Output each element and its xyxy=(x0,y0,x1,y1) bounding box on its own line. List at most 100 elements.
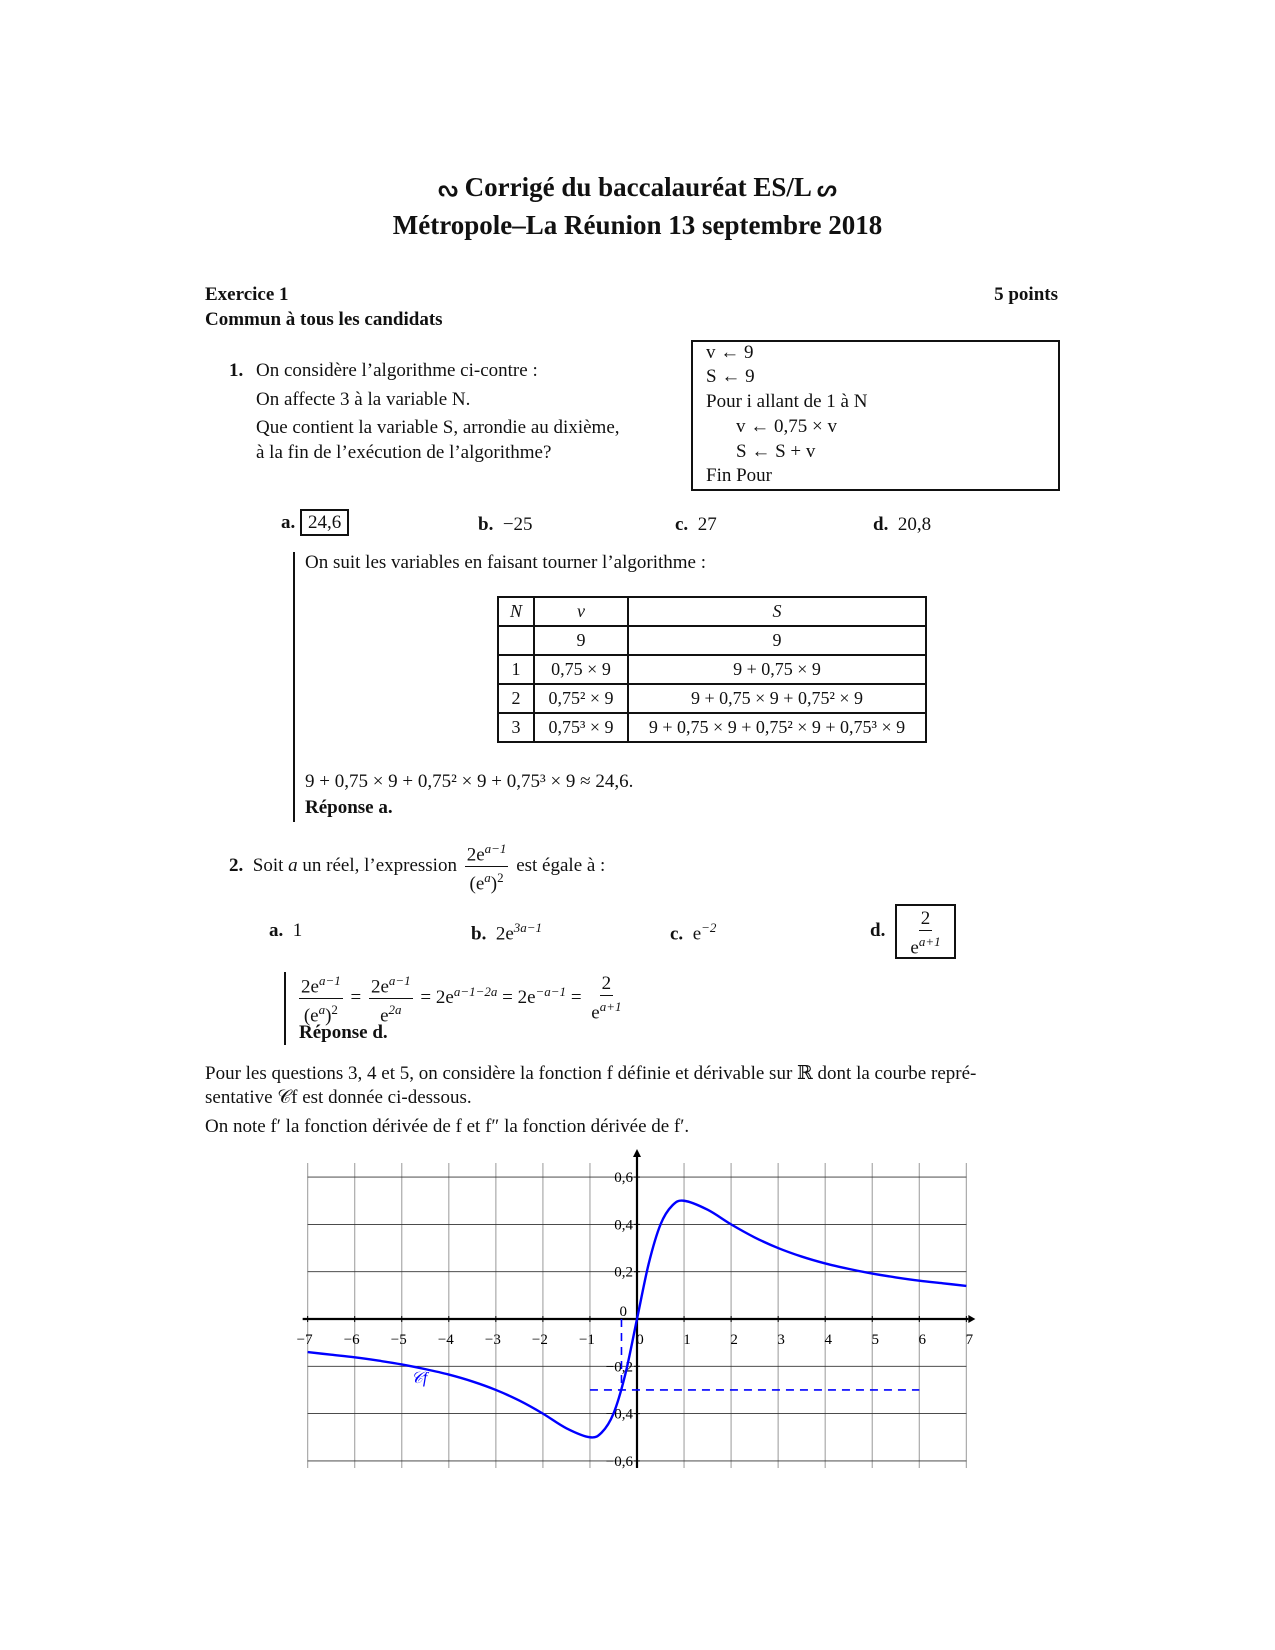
x-tick-label: −1 xyxy=(579,1332,595,1348)
exp: −a−1 xyxy=(535,983,567,999)
equals: = xyxy=(502,987,513,1009)
q2-option-b: b. 2e3a−1 xyxy=(471,920,542,945)
option-letter: a. xyxy=(269,920,284,941)
document-title: ᔓ Corrigé du baccalauréat ES/L ᔕ xyxy=(0,172,1275,203)
algo-line: S ← 9 xyxy=(706,366,755,387)
option-value: 27 xyxy=(697,514,717,535)
cell: 9 + 0,75 × 9 + 0,75² × 9 xyxy=(627,683,927,714)
y-tick-label: 0,2 xyxy=(614,1265,633,1281)
num: 2e xyxy=(466,844,485,866)
q2-var: a xyxy=(288,855,298,877)
q2-option-a: a. 1 xyxy=(269,920,302,942)
curve-label: 𝒞f xyxy=(411,1370,430,1387)
den: (e xyxy=(303,1005,319,1027)
solution-bar xyxy=(293,552,295,822)
y-tick-label: −0,4 xyxy=(606,1407,634,1423)
exp: a−1 xyxy=(318,973,341,988)
intro-line: Pour les questions 3, 4 et 5, on considè… xyxy=(205,1063,977,1084)
cell: 9 xyxy=(533,625,629,656)
option-letter: b. xyxy=(471,923,487,945)
cell: 0,75³ × 9 xyxy=(533,712,629,743)
intro-line: On note f′ la fonction dérivée de f et f… xyxy=(205,1116,690,1137)
q1-option-c: c. 27 xyxy=(675,514,717,536)
q2-option-d-letter: d. xyxy=(870,920,885,942)
q1-line: On considère l’algorithme ci-contre : xyxy=(256,360,538,381)
den: e xyxy=(591,1002,600,1024)
q2-text: est égale à : xyxy=(516,855,606,877)
exercise-points: 5 points xyxy=(994,284,1058,305)
exp: 2 xyxy=(497,870,504,886)
x-tick-label: 7 xyxy=(966,1332,974,1348)
den: e xyxy=(380,1005,389,1027)
cell: 9 + 0,75 × 9 + 0,75² × 9 + 0,75³ × 9 xyxy=(627,712,927,743)
q2-text: Soit xyxy=(252,855,284,877)
algorithm-box: v ← 9 S ← 9 Pour i allant de 1 à N v ← 0… xyxy=(691,340,1060,491)
q2-text: un réel, l’expression xyxy=(302,855,457,877)
solution-bar xyxy=(284,972,286,1045)
q2-number: 2. xyxy=(229,855,244,877)
option-letter: b. xyxy=(478,514,494,535)
cell: 2 xyxy=(497,683,535,714)
x-tick-label: 0 xyxy=(636,1332,644,1348)
option-value: 20,8 xyxy=(897,514,932,535)
q2-option-c: c. e−2 xyxy=(670,920,716,945)
exp: 3a−1 xyxy=(513,920,543,935)
ornament-right-icon: ᔕ xyxy=(817,176,837,201)
num: 2 xyxy=(918,908,933,931)
correct-answer-box: 2 ea+1 xyxy=(895,904,956,959)
exercise-title: Exercice 1 xyxy=(205,284,289,305)
header-N: N xyxy=(497,596,535,627)
option-value: e xyxy=(692,923,702,945)
header-v: v xyxy=(533,596,629,627)
num: 2 xyxy=(599,973,614,997)
y-axis-arrow-icon xyxy=(633,1149,641,1157)
title-line-1: Corrigé du baccalauréat ES/L xyxy=(464,172,811,202)
q1-intro: On suit les variables en faisant tourner… xyxy=(305,552,706,573)
x-tick-label: 5 xyxy=(872,1332,880,1348)
algo-line: Pour i allant de 1 à N xyxy=(706,391,868,412)
option-value: 2e xyxy=(495,923,514,945)
y-tick-label: 0,4 xyxy=(614,1217,633,1233)
cell: 0,75² × 9 xyxy=(533,683,629,714)
exp: a xyxy=(484,870,491,886)
exp: a−1−2a xyxy=(453,983,498,999)
q1-result: 9 + 0,75 × 9 + 0,75² × 9 + 0,75³ × 9 ≈ 2… xyxy=(305,771,634,792)
exp: a+1 xyxy=(599,999,622,1015)
function-curve xyxy=(307,1199,967,1439)
equals: = xyxy=(570,987,582,1009)
q1-option-a: a. 24,6 xyxy=(281,509,350,536)
option-value: −25 xyxy=(502,514,533,535)
exp: a xyxy=(318,1002,326,1018)
x-tick-label: −4 xyxy=(438,1332,454,1348)
equals: = xyxy=(420,987,432,1009)
term: 2e xyxy=(517,987,536,1009)
exp: 2a xyxy=(388,1002,402,1018)
cell: 9 + 0,75 × 9 xyxy=(627,654,927,685)
option-value: 1 xyxy=(292,920,303,941)
intro-line: sentative 𝒞f est donnée ci-dessous. xyxy=(205,1087,472,1108)
q1-answer: Réponse a. xyxy=(305,797,393,818)
q1-line: On affecte 3 à la variable N. xyxy=(256,389,471,410)
cell: 0,75 × 9 xyxy=(533,654,629,685)
correct-answer-box: 24,6 xyxy=(300,509,350,536)
x-tick-label: −5 xyxy=(391,1332,407,1348)
x-tick-label: 2 xyxy=(730,1332,738,1348)
paren: ) xyxy=(325,1005,332,1027)
exp: a+1 xyxy=(918,934,941,949)
q2-expression: 2ea−1 (ea)2 xyxy=(464,838,509,896)
q1-line: Que contient la variable S, arrondie au … xyxy=(256,417,620,438)
algo-line: v ← 9 xyxy=(706,342,754,363)
cell: 3 xyxy=(497,712,535,743)
x-axis-arrow-icon xyxy=(968,1315,976,1323)
x-tick-label: 6 xyxy=(919,1332,927,1348)
x-tick-label: 4 xyxy=(824,1332,832,1348)
cell xyxy=(497,625,535,656)
option-letter: a. xyxy=(281,512,296,533)
title-line-2: Métropole–La Réunion 13 septembre 2018 xyxy=(392,210,883,240)
y-tick-label: 0,6 xyxy=(614,1170,633,1186)
x-tick-label: −7 xyxy=(297,1332,313,1348)
q2-statement: 2. Soit a un réel, l’expression 2ea−1 (e… xyxy=(229,838,605,896)
